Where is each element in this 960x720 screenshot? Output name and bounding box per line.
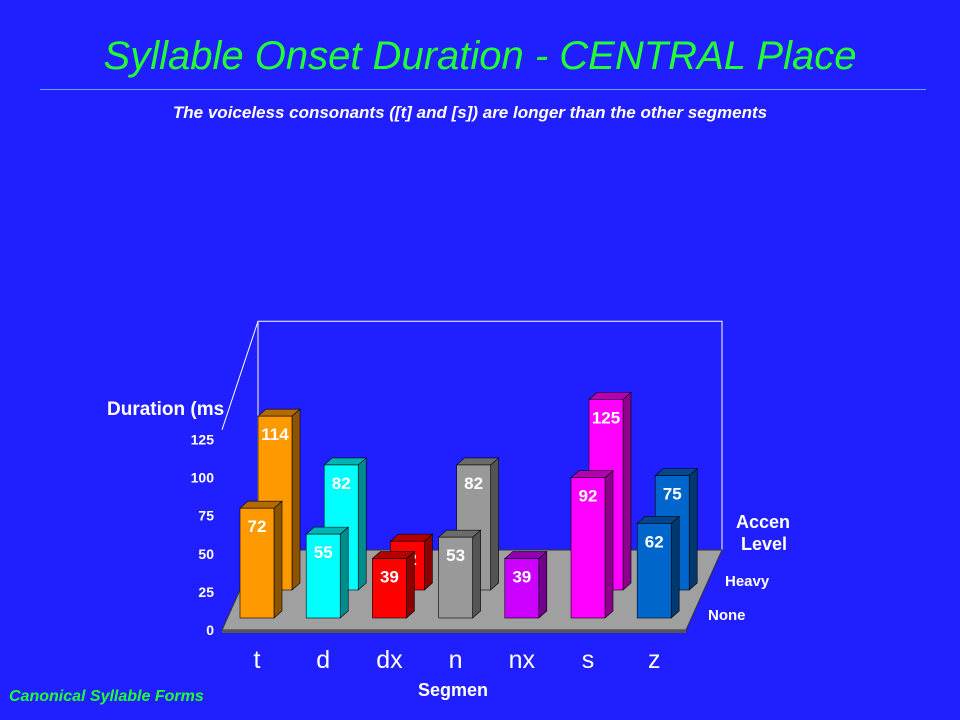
legend-title: Accen	[736, 512, 790, 532]
footer-label: Canonical Syllable Forms	[9, 688, 204, 705]
page-title: Syllable Onset Duration - CENTRAL Place	[103, 34, 857, 78]
title-divider	[40, 89, 926, 90]
legend-series-none: None	[708, 607, 746, 624]
legend-title: Level	[741, 534, 787, 554]
bar-none-z-side	[670, 515, 680, 619]
bar-none-z-label: 62	[645, 532, 664, 551]
x-axis-label: Segmen	[418, 680, 488, 700]
bar-none-s-side	[604, 470, 614, 619]
bar-none-dx-side	[406, 550, 415, 619]
bar-heavy-s-label: 125	[592, 408, 620, 427]
y-tick-label: 50	[198, 546, 214, 562]
bar-none-nx-side	[538, 550, 548, 619]
bar-none-t-side	[273, 500, 283, 619]
bar-none-n-label: 53	[446, 546, 465, 565]
y-tick-label: 125	[191, 431, 215, 447]
bar-none-nx-label: 39	[512, 568, 531, 587]
legend-series-heavy: Heavy	[725, 573, 770, 590]
chart-floor-edge	[222, 630, 686, 633]
x-tick-label: n	[449, 646, 463, 674]
bar-heavy-t-label: 114	[261, 425, 289, 444]
bar-heavy-z-side	[688, 467, 698, 591]
bar-none-nx	[504, 558, 540, 619]
page-subtitle: The voiceless consonants ([t] and [s]) a…	[172, 103, 768, 122]
bar-heavy-d-label: 82	[332, 474, 351, 493]
bar-none-n	[438, 536, 473, 619]
bar-none-z	[636, 523, 672, 619]
bar-none-s-label: 92	[579, 487, 598, 506]
bar-heavy-dx-side	[424, 533, 433, 591]
bar-heavy-z-label: 75	[663, 485, 682, 504]
bar-none-dx	[372, 558, 407, 619]
bar-heavy-d-side	[357, 457, 367, 591]
y-tick-label: 75	[198, 508, 214, 524]
bar-none-d-label: 55	[314, 543, 333, 562]
x-tick-label: dx	[376, 646, 403, 674]
y-tick-label: 25	[198, 584, 214, 600]
bar-none-dx-label: 39	[380, 568, 399, 587]
bar-none-s	[570, 477, 606, 619]
bar-heavy-n-label: 82	[464, 474, 483, 493]
y-tick-label: 100	[191, 470, 215, 486]
y-axis-label: Duration (ms	[107, 399, 224, 420]
x-tick-label: z	[648, 646, 661, 674]
bar-none-t-label: 72	[248, 517, 267, 536]
bar-none-n-side	[472, 529, 481, 619]
bar-heavy-t-side	[291, 408, 301, 591]
x-tick-label: t	[254, 646, 261, 674]
chart-side-wall-edge	[221, 321, 259, 431]
x-tick-label: s	[582, 646, 595, 674]
y-tick-label: 0	[206, 622, 214, 638]
bar-none-d-side	[339, 526, 349, 619]
bar-heavy-s-side	[622, 391, 632, 591]
x-tick-label: nx	[509, 646, 536, 674]
x-tick-label: d	[316, 646, 330, 674]
bar-none-t	[239, 507, 275, 619]
bar-heavy-n-side	[490, 457, 499, 591]
bar-none-d	[305, 533, 341, 619]
